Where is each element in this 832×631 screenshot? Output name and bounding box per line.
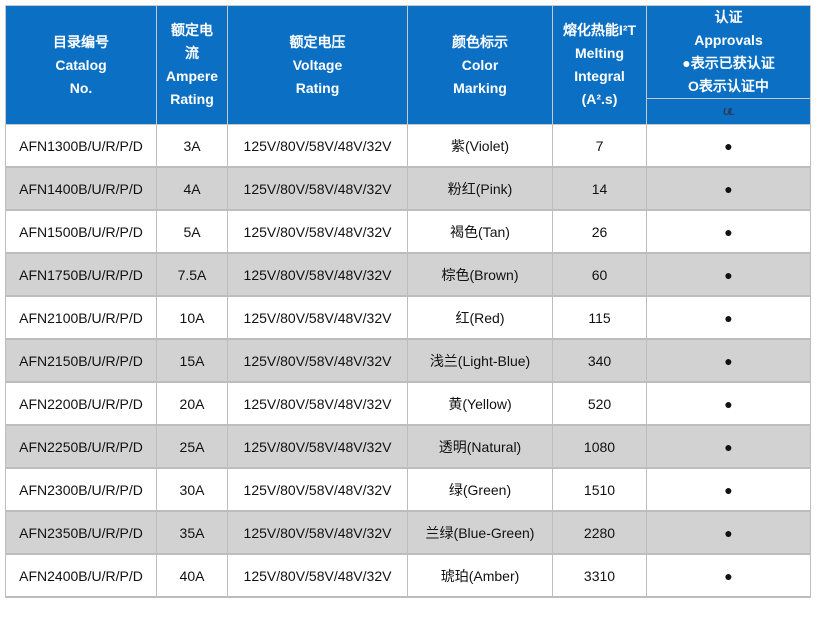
cell-color: 兰绿(Blue-Green) <box>407 510 553 555</box>
cell-i2t: 340 <box>552 338 647 383</box>
cell-i2t: 14 <box>552 166 647 211</box>
table-row: AFN1500B/U/R/P/D 5A 125V/80V/58V/48V/32V 褐色… <box>5 209 811 254</box>
cell-approval: ● <box>646 166 811 211</box>
cell-color: 绿(Green) <box>407 467 553 512</box>
header-approvals: 认证 Approvals ●表示已获认证 O表示认证中 <box>646 5 811 99</box>
cell-catalog: AFN2400B/U/R/P/D <box>5 553 157 598</box>
cell-ampere: 30A <box>156 467 228 512</box>
cell-color: 褐色(Tan) <box>407 209 553 254</box>
cell-ampere: 3A <box>156 124 228 168</box>
cell-catalog: AFN2100B/U/R/P/D <box>5 295 157 340</box>
cell-voltage: 125V/80V/58V/48V/32V <box>227 209 408 254</box>
cell-voltage: 125V/80V/58V/48V/32V <box>227 338 408 383</box>
table-row: AFN2150B/U/R/P/D 15A 125V/80V/58V/48V/32V 浅… <box>5 338 811 383</box>
fuse-spec-table: 目录编号 Catalog No. 额定电流 Ampere Rating 额定电压 Volt… <box>5 5 811 598</box>
table-row: AFN2350B/U/R/P/D 35A 125V/80V/58V/48V/32V 兰… <box>5 510 811 555</box>
cell-catalog: AFN2200B/U/R/P/D <box>5 381 157 426</box>
table-row: AFN1300B/U/R/P/D 3A 125V/80V/58V/48V/32V 紫(… <box>5 124 811 168</box>
cell-voltage: 125V/80V/58V/48V/32V <box>227 295 408 340</box>
cell-approval: ● <box>646 209 811 254</box>
cell-catalog: AFN2250B/U/R/P/D <box>5 424 157 469</box>
cell-color: 琥珀(Amber) <box>407 553 553 598</box>
header-ampere: 额定电流 Ampere Rating <box>156 5 228 125</box>
cell-voltage: 125V/80V/58V/48V/32V <box>227 252 408 297</box>
header-catalog: 目录编号 Catalog No. <box>5 5 157 125</box>
cell-color: 粉红(Pink) <box>407 166 553 211</box>
cell-ampere: 10A <box>156 295 228 340</box>
cell-color: 红(Red) <box>407 295 553 340</box>
table-row: AFN2200B/U/R/P/D 20A 125V/80V/58V/48V/32V 黄… <box>5 381 811 426</box>
cell-voltage: 125V/80V/58V/48V/32V <box>227 553 408 598</box>
cell-ampere: 25A <box>156 424 228 469</box>
cell-ampere: 15A <box>156 338 228 383</box>
table-row: AFN1750B/U/R/P/D 7.5A 125V/80V/58V/48V/32V… <box>5 252 811 297</box>
cell-approval: ● <box>646 424 811 469</box>
cell-color: 棕色(Brown) <box>407 252 553 297</box>
cell-ampere: 4A <box>156 166 228 211</box>
cell-i2t: 3310 <box>552 553 647 598</box>
table-row: AFN2100B/U/R/P/D 10A 125V/80V/58V/48V/32V 红… <box>5 295 811 340</box>
cell-color: 紫(Violet) <box>407 124 553 168</box>
cell-ampere: 20A <box>156 381 228 426</box>
cell-voltage: 125V/80V/58V/48V/32V <box>227 381 408 426</box>
cell-color: 透明(Natural) <box>407 424 553 469</box>
cell-approval: ● <box>646 124 811 168</box>
cell-i2t: 1080 <box>552 424 647 469</box>
cell-ampere: 5A <box>156 209 228 254</box>
cell-approval: ● <box>646 381 811 426</box>
header-melting: 熔化热能I²T Melting Integral (A².s) <box>552 5 647 125</box>
table-row: AFN2250B/U/R/P/D 25A 125V/80V/58V/48V/32V 透… <box>5 424 811 469</box>
cell-i2t: 1510 <box>552 467 647 512</box>
cell-catalog: AFN2350B/U/R/P/D <box>5 510 157 555</box>
ul-logo: UL <box>646 98 811 125</box>
cell-approval: ● <box>646 553 811 598</box>
cell-i2t: 7 <box>552 124 647 168</box>
cell-catalog: AFN1500B/U/R/P/D <box>5 209 157 254</box>
cell-voltage: 125V/80V/58V/48V/32V <box>227 124 408 168</box>
cell-ampere: 7.5A <box>156 252 228 297</box>
table-row: AFN1400B/U/R/P/D 4A 125V/80V/58V/48V/32V 粉红… <box>5 166 811 211</box>
cell-voltage: 125V/80V/58V/48V/32V <box>227 166 408 211</box>
table-row: AFN2400B/U/R/P/D 40A 125V/80V/58V/48V/32V 琥… <box>5 553 811 598</box>
cell-approval: ● <box>646 510 811 555</box>
header-voltage: 额定电压 Voltage Rating <box>227 5 408 125</box>
cell-i2t: 26 <box>552 209 647 254</box>
cell-approval: ● <box>646 467 811 512</box>
cell-color: 浅兰(Light-Blue) <box>407 338 553 383</box>
cell-catalog: AFN1400B/U/R/P/D <box>5 166 157 211</box>
cell-ampere: 35A <box>156 510 228 555</box>
cell-catalog: AFN1750B/U/R/P/D <box>5 252 157 297</box>
cell-catalog: AFN2150B/U/R/P/D <box>5 338 157 383</box>
cell-approval: ● <box>646 295 811 340</box>
cell-approval: ● <box>646 252 811 297</box>
cell-voltage: 125V/80V/58V/48V/32V <box>227 510 408 555</box>
cell-approval: ● <box>646 338 811 383</box>
cell-catalog: AFN2300B/U/R/P/D <box>5 467 157 512</box>
cell-i2t: 60 <box>552 252 647 297</box>
cell-catalog: AFN1300B/U/R/P/D <box>5 124 157 168</box>
cell-color: 黄(Yellow) <box>407 381 553 426</box>
cell-i2t: 2280 <box>552 510 647 555</box>
cell-i2t: 115 <box>552 295 647 340</box>
cell-voltage: 125V/80V/58V/48V/32V <box>227 424 408 469</box>
table-row: AFN2300B/U/R/P/D 30A 125V/80V/58V/48V/32V 绿… <box>5 467 811 512</box>
cell-i2t: 520 <box>552 381 647 426</box>
cell-voltage: 125V/80V/58V/48V/32V <box>227 467 408 512</box>
cell-ampere: 40A <box>156 553 228 598</box>
header-color: 颜色标示 Color Marking <box>407 5 553 125</box>
